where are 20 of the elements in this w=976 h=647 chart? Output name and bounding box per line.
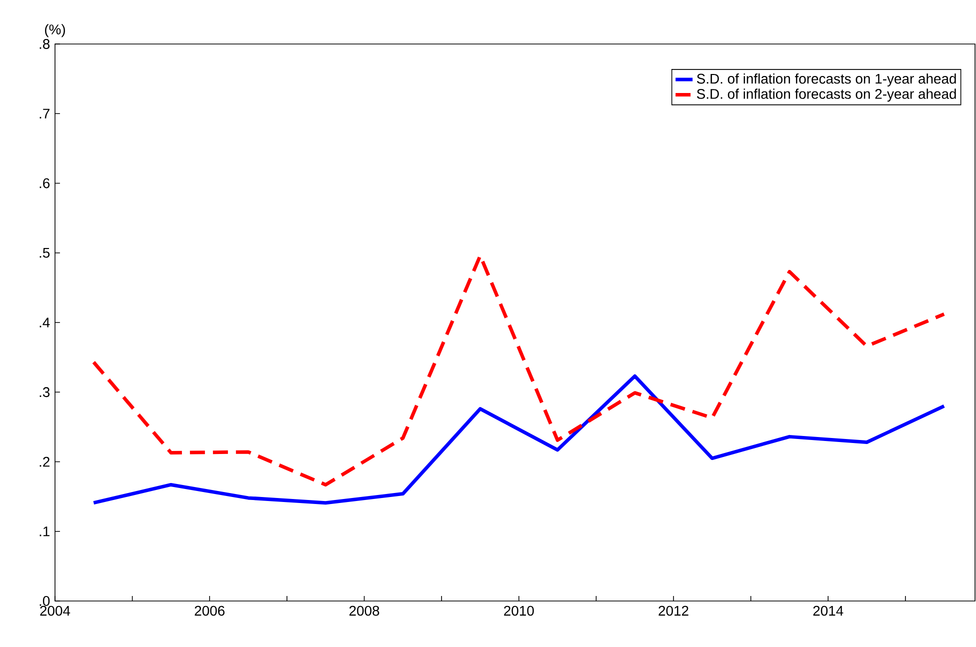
x-tick-label: 2008	[349, 606, 380, 616]
x-tick-label: 2004	[40, 606, 70, 616]
y-tick-label: .3	[40, 387, 50, 398]
x-tick-label: 2012	[658, 606, 688, 616]
y-tick-label: .2	[40, 456, 50, 467]
line-series	[92, 254, 946, 486]
y-tick-label: .8	[40, 39, 50, 49]
y-tick-label: .6	[40, 178, 50, 188]
y-tick-label: .7	[40, 108, 50, 118]
x-tick-label: 2010	[504, 606, 534, 616]
y-tick-label: .5	[40, 248, 50, 258]
y-axis-title: (%)	[45, 24, 65, 38]
legend-label: S.D. of inflation forecasts on 2-year ahead	[696, 88, 956, 102]
y-tick-label: .4	[40, 318, 50, 328]
x-tick-label: 2006	[194, 606, 225, 616]
y-tick-label: .0	[40, 596, 50, 606]
legend-label: S.D. of inflation forecasts on 1-year ahead	[696, 73, 956, 86]
x-tick-label: 2014	[813, 606, 844, 616]
line-series	[92, 374, 946, 505]
y-tick-label: .1	[40, 526, 50, 536]
